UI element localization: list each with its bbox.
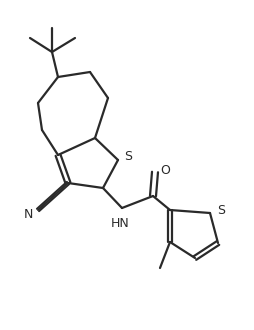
Text: N: N — [23, 208, 33, 220]
Text: HN: HN — [110, 217, 129, 230]
Text: S: S — [123, 150, 132, 163]
Text: O: O — [160, 163, 169, 177]
Text: S: S — [216, 204, 224, 216]
